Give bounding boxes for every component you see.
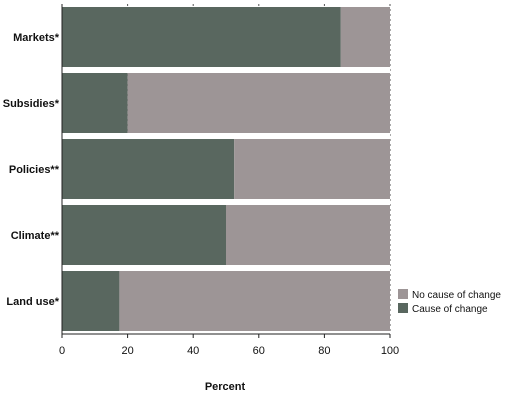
bar-policies-no-cause-of-change — [234, 139, 390, 199]
bar-markets-cause-of-change — [62, 7, 341, 67]
bar-subsidies-cause-of-change — [62, 73, 128, 133]
bar-markets-no-cause-of-change — [340, 7, 390, 67]
legend-swatch-no-cause-of-change — [398, 289, 408, 299]
bar-climate-cause-of-change — [62, 205, 226, 265]
bars — [62, 7, 391, 331]
bar-subsidies-no-cause-of-change — [127, 73, 390, 133]
x-axis-title: Percent — [205, 381, 246, 393]
bar-climate-no-cause-of-change — [226, 205, 390, 265]
x-tick-label-80: 80 — [318, 345, 330, 357]
legend-label-cause-of-change: Cause of change — [412, 304, 488, 315]
legend-label-no-cause-of-change: No cause of change — [412, 290, 501, 301]
bar-land-use-no-cause-of-change — [119, 271, 391, 331]
category-label-policies: Policies** — [9, 164, 60, 176]
category-label-land-use: Land use* — [6, 296, 59, 308]
category-label-climate: Climate** — [11, 230, 60, 242]
x-tick-label-60: 60 — [253, 345, 265, 357]
axes — [61, 4, 391, 338]
x-tick-label-40: 40 — [187, 345, 199, 357]
bar-land-use-cause-of-change — [62, 271, 120, 331]
legend: No cause of change Cause of change — [398, 289, 501, 315]
category-label-markets: Markets* — [13, 32, 60, 44]
category-label-subsidies: Subsidies* — [3, 98, 60, 110]
category-labels: Markets* Subsidies* Policies** Climate** Lan… — [3, 32, 60, 308]
legend-swatch-cause-of-change — [398, 303, 408, 313]
bar-policies-cause-of-change — [62, 139, 235, 199]
x-tick-label-100: 100 — [381, 345, 399, 357]
x-tick-label-20: 20 — [121, 345, 133, 357]
x-tick-labels: 0 20 40 60 80 100 — [59, 345, 399, 357]
x-tick-label-0: 0 — [59, 345, 65, 357]
